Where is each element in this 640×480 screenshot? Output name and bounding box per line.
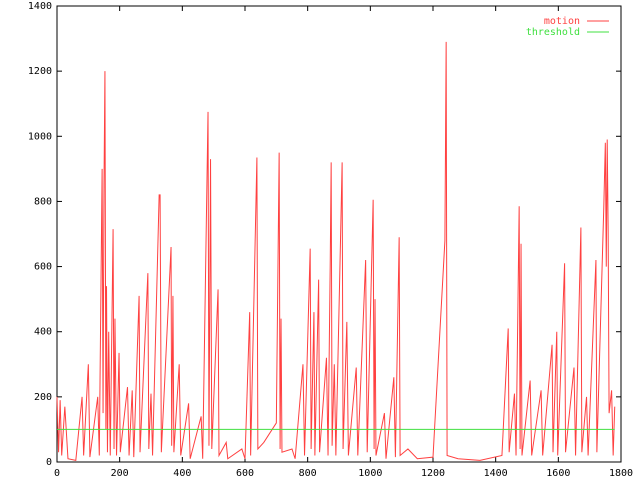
- y-tick-label: 600: [34, 262, 52, 273]
- y-tick-label: 1200: [28, 66, 52, 77]
- plot-frame: [56, 5, 622, 463]
- x-tick-label: 200: [111, 468, 129, 479]
- x-tick-label: 600: [236, 468, 254, 479]
- y-tick-label: 1400: [28, 1, 52, 12]
- legend-label: motion: [544, 16, 580, 27]
- x-tick-label: 800: [299, 468, 317, 479]
- x-tick-label: 1000: [358, 468, 382, 479]
- legend-label: threshold: [526, 27, 580, 38]
- x-tick-label: 1600: [546, 468, 570, 479]
- y-tick-label: 1000: [28, 131, 52, 142]
- y-tick-label: 200: [34, 392, 52, 403]
- series-line: [56, 41, 616, 461]
- y-tick-label: 400: [34, 327, 52, 338]
- x-tick-label: 1400: [484, 468, 508, 479]
- x-tick-label: 1200: [421, 468, 445, 479]
- x-tick-label: 400: [173, 468, 191, 479]
- y-tick-label: 0: [46, 457, 52, 468]
- x-tick-label: 1800: [609, 468, 633, 479]
- y-tick-label: 800: [34, 196, 52, 207]
- x-tick-label: 0: [54, 468, 60, 479]
